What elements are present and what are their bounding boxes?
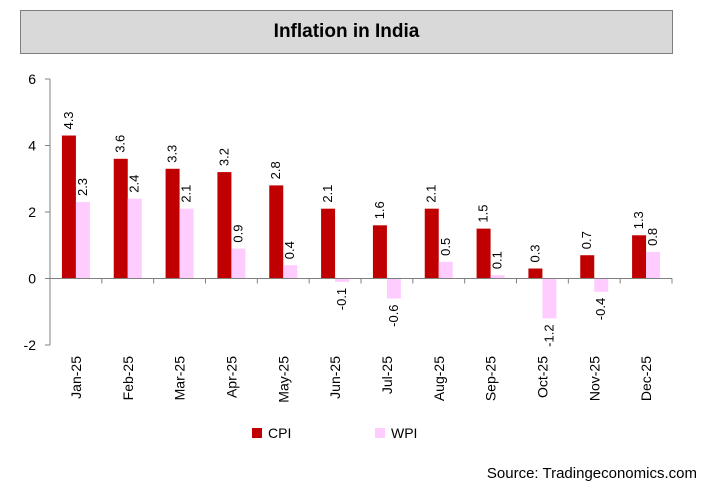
legend-item-cpi: CPI — [252, 425, 291, 441]
data-label-cpi: 4.3 — [61, 111, 76, 129]
data-label-cpi: 2.1 — [424, 185, 439, 203]
data-label-wpi: 2.3 — [75, 178, 90, 196]
bar-cpi — [269, 185, 284, 279]
x-tick-label: Nov-25 — [586, 356, 602, 401]
data-label-cpi: 1.5 — [476, 205, 491, 223]
data-label-cpi: 3.2 — [216, 148, 231, 166]
bar-cpi — [424, 208, 439, 279]
data-label-cpi: 2.8 — [268, 161, 283, 179]
bar-cpi — [528, 268, 543, 279]
bar-wpi — [438, 261, 453, 279]
data-label-wpi: -1.2 — [541, 324, 556, 346]
legend-label-cpi: CPI — [268, 425, 292, 441]
data-label-cpi: 0.7 — [579, 231, 594, 249]
bar-wpi — [179, 208, 194, 279]
data-label-cpi: 0.3 — [527, 244, 542, 262]
bar-wpi — [283, 265, 298, 279]
data-label-wpi: -0.6 — [386, 304, 401, 326]
data-label-wpi: 0.1 — [490, 251, 505, 269]
bar-wpi — [335, 278, 350, 282]
data-label-wpi: -0.1 — [334, 288, 349, 310]
bar-cpi — [372, 225, 387, 279]
y-tick-label: 2 — [28, 204, 36, 220]
bar-cpi — [580, 255, 595, 279]
data-label-cpi: 3.6 — [113, 135, 128, 153]
bar-wpi — [75, 202, 90, 279]
legend-item-wpi: WPI — [375, 425, 417, 441]
data-label-cpi: 3.3 — [165, 145, 180, 163]
bar-wpi — [646, 251, 661, 279]
x-tick-label: Aug-25 — [431, 356, 447, 401]
data-label-cpi: 1.6 — [372, 201, 387, 219]
chart-title: Inflation in India — [20, 10, 673, 54]
legend-swatch-wpi — [375, 428, 385, 438]
data-label-wpi: 0.4 — [282, 241, 297, 259]
data-label-wpi: 2.4 — [127, 175, 142, 193]
x-tick-label: Oct-25 — [534, 356, 550, 398]
data-label-wpi: 0.8 — [645, 228, 660, 246]
bar-cpi — [217, 172, 232, 279]
data-label-wpi: 0.9 — [230, 224, 245, 242]
bar-wpi — [386, 278, 401, 299]
bar-wpi — [490, 275, 505, 279]
x-tick-label: Mar-25 — [172, 356, 188, 401]
x-tick-label: Feb-25 — [120, 356, 136, 401]
bar-cpi — [61, 135, 76, 279]
bar-wpi — [594, 278, 609, 292]
data-label-cpi: 2.1 — [320, 185, 335, 203]
bar-wpi — [127, 198, 142, 279]
data-label-wpi: 2.1 — [179, 185, 194, 203]
data-label-cpi: 1.3 — [631, 211, 646, 229]
data-label-wpi: -0.4 — [593, 298, 608, 320]
y-tick-label: 6 — [28, 71, 36, 87]
y-tick-label: 0 — [28, 271, 36, 287]
bar-cpi — [321, 208, 336, 279]
x-tick-label: Jun-25 — [327, 356, 343, 399]
data-label-wpi: 0.5 — [438, 238, 453, 256]
bar-cpi — [632, 235, 647, 279]
source-note: Source: Tradingeconomics.com — [486, 465, 697, 482]
bar-wpi — [542, 278, 557, 319]
x-tick-label: Jan-25 — [68, 356, 84, 399]
x-tick-label: May-25 — [275, 356, 291, 403]
bar-cpi — [113, 158, 128, 279]
legend-label-wpi: WPI — [391, 425, 418, 441]
y-tick-label: 4 — [28, 138, 36, 154]
x-tick-label: Sep-25 — [483, 356, 499, 401]
bar-cpi — [165, 168, 180, 279]
bar-wpi — [231, 248, 246, 279]
x-tick-label: Dec-25 — [638, 356, 654, 401]
y-tick-label: -2 — [24, 337, 37, 353]
bar-cpi — [476, 228, 491, 279]
x-tick-label: Apr-25 — [223, 356, 239, 398]
legend-swatch-cpi — [252, 428, 262, 438]
x-tick-label: Jul-25 — [379, 356, 395, 394]
